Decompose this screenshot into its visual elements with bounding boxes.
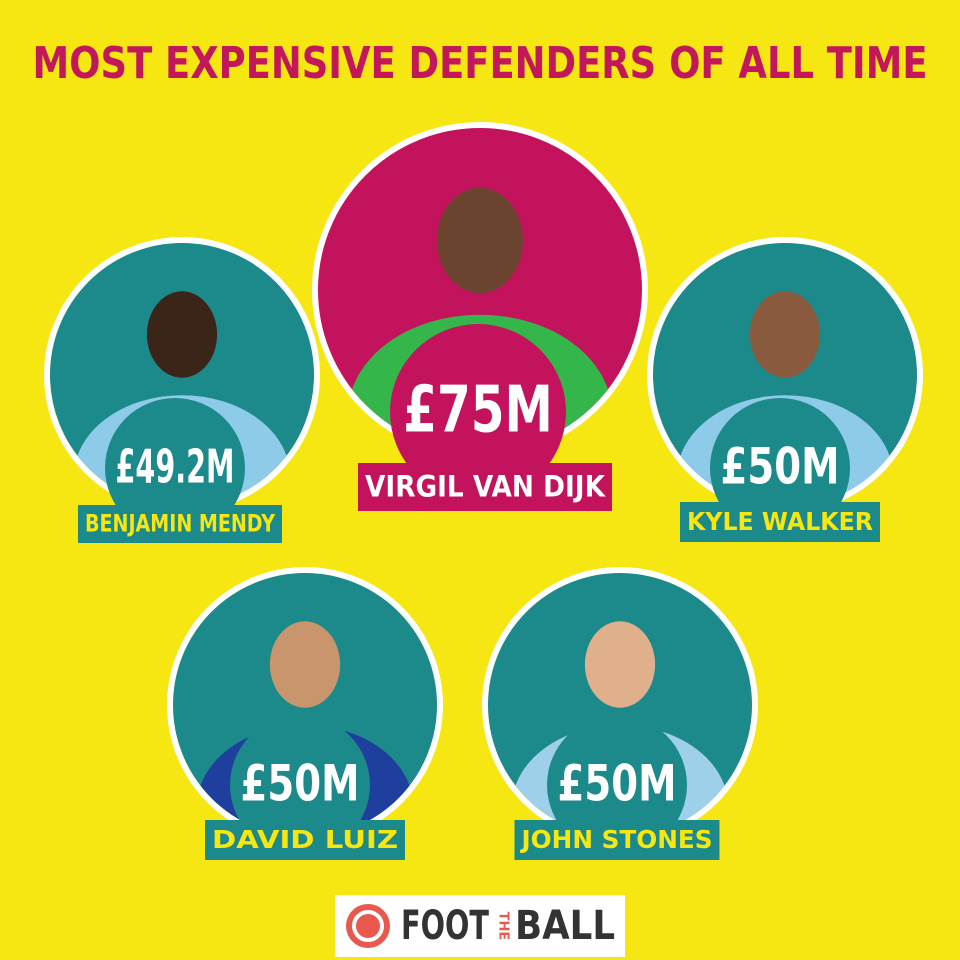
player-card: £50M KYLE WALKER	[647, 237, 923, 542]
player-fee: £49.2M	[116, 440, 235, 494]
name-banner	[514, 820, 720, 860]
player-name: DAVID LUIZ	[212, 825, 398, 854]
player-card: £75M VIRGIL VAN DIJK	[312, 122, 648, 511]
name-banner	[78, 505, 282, 543]
name-banner	[680, 502, 880, 542]
logo-ball-pattern	[352, 910, 384, 942]
player-head	[146, 291, 218, 378]
logo-text: BALL	[515, 903, 615, 949]
player-card: £49.2M BENJAMIN MENDY	[44, 237, 320, 543]
player-name: VIRGIL VAN DIJK	[365, 470, 606, 505]
fee-badge	[390, 324, 566, 500]
player-fee: £75M	[403, 374, 553, 448]
name-banner	[205, 820, 405, 860]
player-name: JOHN STONES	[520, 825, 713, 854]
player-name: BENJAMIN MENDY	[85, 510, 276, 538]
player-head	[269, 621, 341, 708]
title: MOST EXPENSIVE DEFENDERS OF ALL TIME	[33, 38, 928, 89]
player-head	[437, 187, 523, 294]
player-card: £50M DAVID LUIZ	[167, 567, 443, 860]
logo-text: THE	[496, 912, 511, 941]
player-fee: £50M	[558, 755, 677, 813]
player-fee: £50M	[721, 438, 840, 496]
player-head	[584, 621, 656, 708]
player-head	[749, 291, 821, 378]
fee-badge	[105, 398, 245, 538]
logo: FOOT THE BALL	[335, 895, 625, 957]
logo-text: FOOT	[401, 903, 490, 949]
player-card: £50M JOHN STONES	[482, 567, 758, 860]
player-name: KYLE WALKER	[687, 507, 873, 536]
name-banner	[358, 463, 612, 511]
player-fee: £50M	[241, 755, 360, 813]
